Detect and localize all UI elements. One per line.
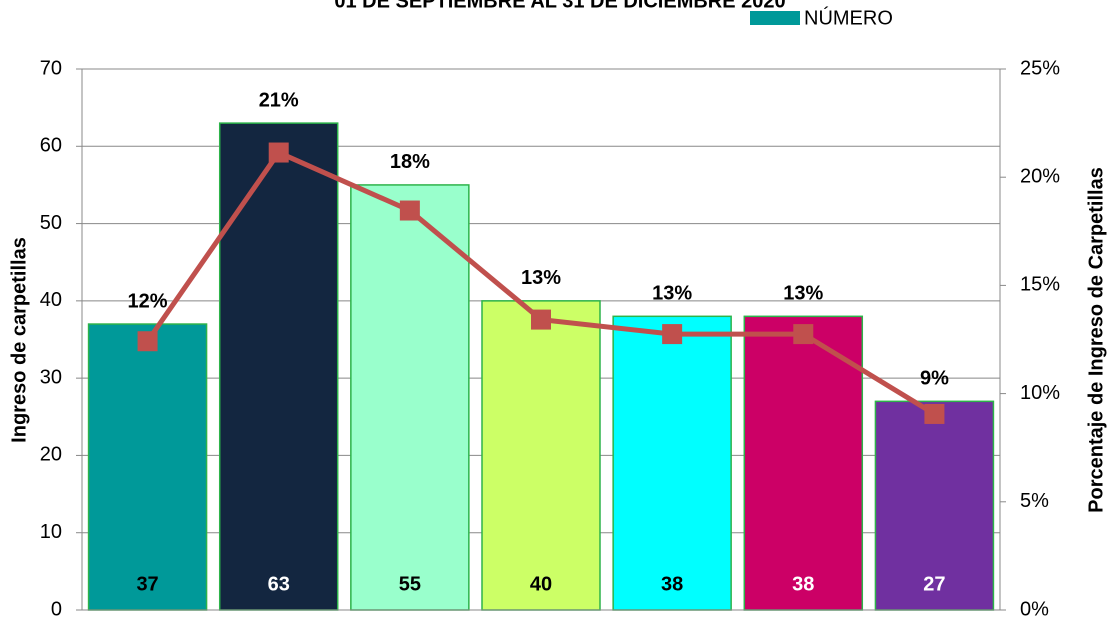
- y2-axis-label: Porcentaje de Ingreso de Carpetillas: [1085, 167, 1107, 513]
- y-tick-label: 60: [40, 135, 62, 157]
- line-value-label: 18%: [390, 151, 430, 173]
- line-marker: [399, 200, 420, 221]
- line-marker: [924, 403, 945, 424]
- bar: [481, 300, 601, 611]
- line-value-label: 9%: [920, 368, 949, 390]
- line-marker: [268, 142, 289, 163]
- legend-label: NÚMERO: [804, 6, 893, 29]
- line-value-label: 13%: [783, 283, 823, 305]
- bar: [350, 184, 470, 611]
- y-tick-label: 40: [40, 289, 62, 311]
- bar-value-label: 55: [399, 573, 421, 595]
- bar: [612, 315, 732, 611]
- bar-value-label: 38: [792, 573, 814, 595]
- line-value-label: 21%: [259, 89, 299, 111]
- y2-tick-label: 20%: [1020, 165, 1060, 187]
- bar: [87, 323, 208, 611]
- bar-value-label: 37: [136, 573, 158, 595]
- y-tick-label: 0: [51, 598, 62, 620]
- chart-title: 01 DE SEPTIEMBRE AL 31 DE DICIEMBRE 2020: [334, 0, 785, 12]
- y-tick-label: 10: [40, 521, 62, 543]
- bar: [874, 400, 995, 611]
- line-marker: [662, 324, 683, 345]
- y2-tick-label: 25%: [1020, 57, 1060, 79]
- line-value-label: 13%: [521, 267, 561, 289]
- line-marker: [531, 309, 551, 330]
- y2-tick-label: 0%: [1020, 598, 1049, 620]
- line-marker: [137, 331, 158, 352]
- y-axis-label: Ingreso de carpetillas: [8, 237, 30, 443]
- y-tick-label: 70: [40, 57, 62, 79]
- line-marker: [793, 324, 814, 345]
- y2-tick-label: 5%: [1020, 490, 1049, 512]
- y-tick-label: 20: [40, 444, 62, 466]
- line-value-label: 12%: [128, 290, 168, 312]
- bar: [218, 122, 339, 611]
- bar-value-label: 27: [923, 573, 945, 595]
- legend-swatch: [750, 11, 800, 25]
- y2-tick-label: 15%: [1020, 274, 1060, 296]
- y-tick-label: 50: [40, 212, 62, 234]
- bar-value-label: 40: [530, 573, 552, 595]
- bar-value-label: 63: [268, 573, 290, 595]
- y2-tick-label: 10%: [1020, 382, 1060, 404]
- bar-value-label: 38: [661, 573, 683, 595]
- line-value-label: 13%: [652, 283, 692, 305]
- y-tick-label: 30: [40, 366, 62, 388]
